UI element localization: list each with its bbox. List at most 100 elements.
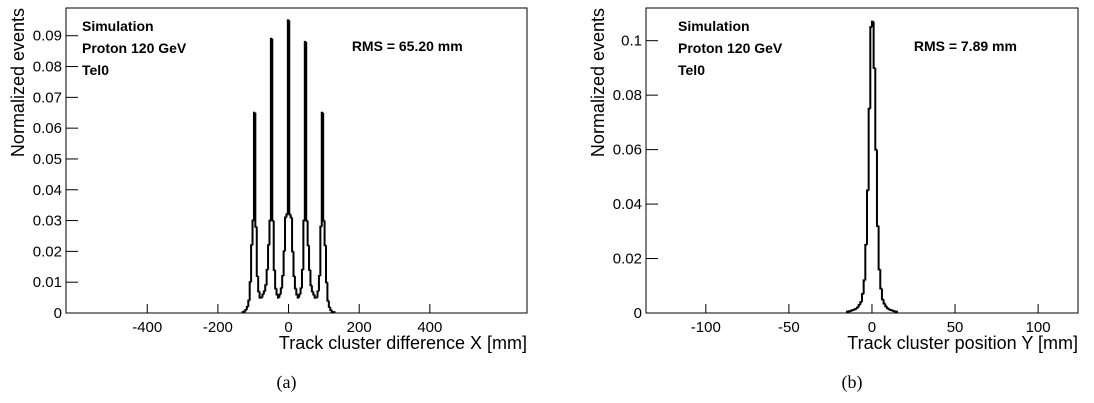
x-tick-label: 100: [1026, 319, 1051, 336]
histogram-bin: [252, 111, 256, 221]
y-tick-label: 0.06: [613, 142, 642, 159]
histogram-bin: [316, 290, 319, 298]
histogram-bin: [877, 225, 881, 271]
annotation: Simulation: [82, 18, 154, 34]
plot-frame: [65, 7, 528, 314]
histogram-bin: [306, 220, 310, 247]
histogram-bin: [859, 301, 862, 305]
y-tick-label: 0.08: [613, 87, 642, 104]
histogram-bin: [250, 244, 253, 283]
histogram-bin: [867, 107, 871, 191]
histogram-bin: [308, 245, 311, 271]
histogram-bin: [861, 292, 864, 303]
histogram-bin: [274, 269, 277, 290]
histogram-bin: [296, 294, 300, 299]
histogram-bin: [275, 288, 278, 296]
x-tick-label: -400: [132, 319, 162, 336]
rms-label: RMS = 65.20 mm: [352, 38, 463, 54]
histogram-bin: [251, 219, 254, 246]
histogram-bin: [243, 310, 246, 313]
histogram-bin: [885, 306, 889, 310]
x-axis-title: Track cluster difference X [mm]: [279, 333, 527, 353]
y-tick-label: 0: [634, 305, 642, 322]
histogram-bin: [882, 299, 886, 305]
histogram-bin: [258, 291, 261, 299]
histogram-bin: [851, 309, 854, 312]
histogram-bin: [864, 243, 867, 281]
histogram-bin: [245, 305, 249, 310]
histogram-bin: [285, 213, 288, 218]
x-tick-label: 50: [947, 319, 964, 336]
histogram-bin: [278, 293, 281, 298]
histogram-bin: [862, 279, 866, 294]
histogram-bin: [257, 276, 260, 293]
histogram-bin: [300, 268, 304, 289]
histogram-bin: [887, 308, 891, 311]
histogram-bin: [884, 303, 887, 308]
histogram-bin: [892, 310, 896, 313]
histogram-bin: [330, 309, 334, 313]
x-tick-label: -50: [778, 319, 800, 336]
y-tick-label: 0.01: [33, 274, 62, 291]
histogram-bin: [295, 288, 298, 296]
histogram-bin: [890, 309, 894, 312]
histogram-bin: [265, 268, 269, 286]
annotation: Simulation: [678, 18, 750, 34]
x-tick-label: -100: [691, 319, 721, 336]
histogram-bin: [261, 293, 264, 298]
histogram-bin: [309, 269, 312, 287]
histogram-bin: [872, 21, 876, 69]
histogram-bin: [889, 309, 892, 312]
caption: (b): [842, 372, 863, 393]
histogram-bin: [288, 20, 291, 216]
histogram-bin: [267, 244, 270, 270]
y-tick-label: 0.09: [33, 28, 62, 45]
y-axis-title: Normalized events: [588, 8, 608, 157]
histogram-bin: [291, 217, 294, 253]
y-tick-label: 0.08: [33, 59, 62, 76]
histogram-bin: [247, 299, 250, 307]
histogram-bin: [254, 112, 257, 228]
y-tick-label: 0.06: [33, 120, 62, 137]
y-tick-label: 0.03: [33, 213, 62, 230]
histogram-bin: [284, 216, 287, 252]
x-tick-label: 0: [284, 319, 292, 336]
histogram-bin: [880, 288, 884, 301]
histogram-bin: [248, 281, 252, 301]
y-tick-label: 0.04: [33, 182, 62, 199]
y-tick-label: 0.05: [33, 151, 62, 168]
x-tick-label: -200: [203, 319, 233, 336]
histogram-bin: [857, 303, 861, 308]
histogram-bin: [276, 294, 280, 299]
histogram-bin: [310, 285, 314, 293]
histogram-bin: [322, 112, 325, 222]
histogram-bin: [875, 149, 879, 227]
histogram-bin: [292, 251, 295, 278]
histogram-bin: [271, 38, 274, 222]
histogram-bin: [264, 284, 267, 292]
y-tick-label: 0.1: [621, 33, 642, 50]
histogram-bin: [323, 220, 326, 247]
y-tick-label: 0.07: [33, 89, 62, 106]
histogram-bin: [874, 67, 877, 151]
histogram-bin: [299, 287, 302, 295]
histogram-bin: [268, 219, 271, 246]
y-axis-title: Normalized events: [8, 8, 28, 157]
histogram-bin: [324, 245, 328, 284]
caption: (a): [277, 372, 297, 393]
annotation: Tel0: [678, 62, 705, 78]
rms-label: RMS = 7.89 mm: [914, 38, 1017, 54]
histogram-bin: [894, 310, 898, 313]
histogram-bin: [313, 294, 317, 299]
y-tick-label: 0.02: [613, 251, 642, 268]
histogram-bin: [282, 250, 286, 277]
histogram-bin: [320, 111, 324, 227]
histogram-bin: [286, 19, 290, 215]
histogram-bin: [856, 306, 859, 309]
histogram-bin: [865, 189, 869, 245]
histogram-bin: [317, 275, 321, 292]
histogram-bin: [272, 220, 276, 271]
histogram-bin: [326, 282, 329, 302]
x-tick-label: 400: [417, 319, 442, 336]
